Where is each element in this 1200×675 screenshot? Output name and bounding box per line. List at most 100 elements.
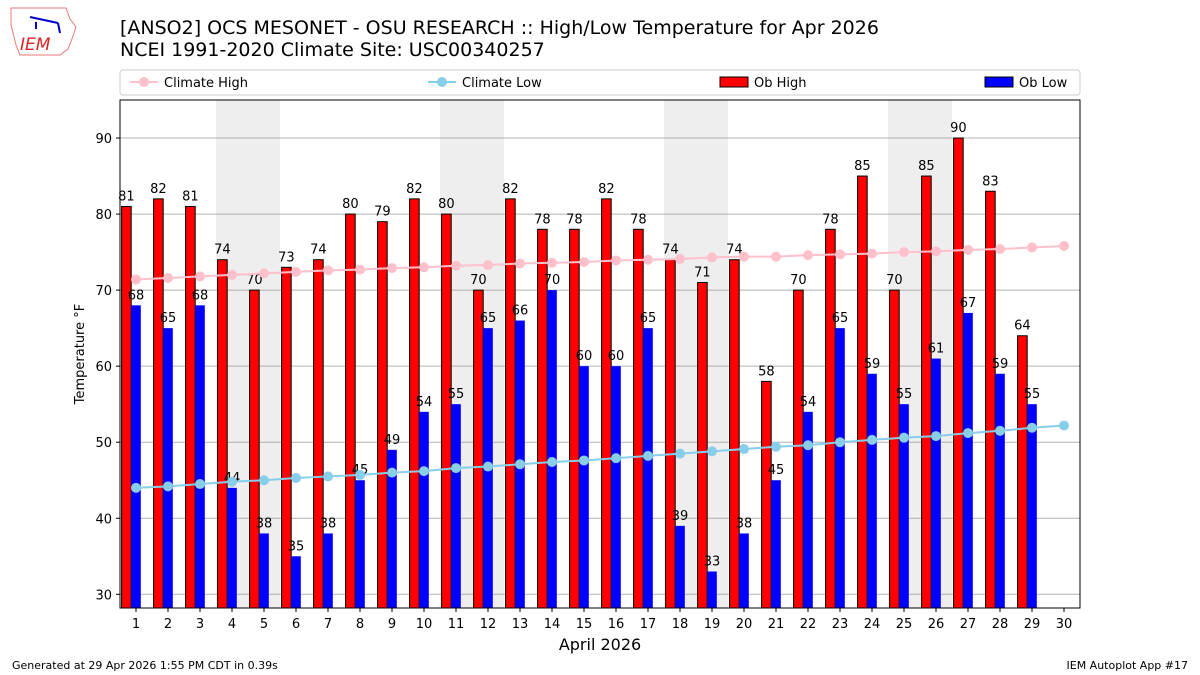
climate-low-point	[803, 440, 813, 451]
x-tick-label: 29	[1024, 617, 1041, 632]
x-tick-label: 27	[960, 617, 977, 632]
climate-low-point	[931, 431, 941, 442]
ob-high-bar	[921, 175, 932, 609]
ob-low-label: 65	[640, 311, 657, 326]
ob-high-bar	[153, 198, 164, 609]
climate-high-point	[195, 271, 205, 282]
ob-low-bar	[547, 290, 557, 608]
ob-low-label: 38	[320, 516, 337, 531]
ob-low-label: 33	[704, 554, 721, 569]
climate-high-point	[387, 263, 397, 274]
x-tick-label: 14	[544, 617, 561, 632]
footer-generated: Generated at 29 Apr 2026 1:55 PM CDT in …	[12, 659, 278, 672]
ob-low-bar	[835, 328, 845, 608]
climate-high-point	[707, 252, 717, 263]
ob-high-label: 74	[726, 243, 743, 258]
x-tick-label: 28	[992, 617, 1009, 632]
x-tick-label: 12	[480, 617, 497, 632]
ob-high-label: 70	[470, 273, 487, 288]
title-line1: [ANSO2] OCS MESONET - OSU RESEARCH :: Hi…	[120, 17, 879, 39]
ob-high-label: 70	[246, 273, 263, 288]
x-tick-label: 21	[768, 617, 785, 632]
ob-high-bar	[857, 175, 868, 609]
climate-low-point	[995, 425, 1005, 436]
ob-low-label: 45	[768, 463, 785, 478]
ob-low-bar	[995, 373, 1005, 608]
legend-swatch	[984, 76, 1014, 88]
legend-marker	[437, 77, 447, 87]
ob-low-label: 68	[192, 288, 209, 303]
climate-low-point	[675, 448, 685, 459]
ob-low-bar	[1027, 404, 1037, 608]
ob-low-bar	[803, 411, 813, 608]
ob-high-label: 78	[534, 212, 551, 227]
x-tick-label: 2	[164, 617, 172, 632]
climate-high-point	[899, 247, 909, 258]
ob-low-bar	[579, 366, 589, 608]
ob-high-label: 80	[342, 197, 359, 212]
ob-high-label: 73	[278, 250, 295, 265]
ob-low-label: 38	[256, 516, 273, 531]
ob-high-label: 74	[662, 243, 679, 258]
x-tick-label: 3	[196, 617, 204, 632]
climate-high-point	[579, 256, 589, 267]
climate-low-point	[611, 453, 621, 464]
climate-low-point	[771, 441, 781, 452]
ob-high-bar	[281, 266, 292, 609]
climate-high-point	[867, 248, 877, 259]
ob-high-bar	[1017, 335, 1028, 609]
climate-high-point	[291, 266, 301, 277]
climate-low-point	[259, 475, 269, 486]
x-axis-label: April 2026	[559, 635, 641, 654]
y-tick-label: 70	[95, 284, 112, 299]
ob-low-bar	[643, 328, 653, 608]
ob-low-bar	[867, 373, 877, 608]
climate-low-point	[739, 444, 749, 455]
x-tick-label: 22	[800, 617, 817, 632]
climate-low-point	[419, 466, 429, 477]
y-tick-label: 30	[95, 588, 112, 603]
ob-low-label: 60	[608, 349, 625, 364]
x-tick-label: 15	[576, 617, 593, 632]
ob-high-bar	[217, 259, 228, 609]
legend-label: Climate High	[164, 76, 248, 91]
x-tick-label: 24	[864, 617, 881, 632]
x-tick-label: 7	[324, 617, 332, 632]
ob-low-label: 59	[864, 357, 881, 372]
climate-low-point	[323, 471, 333, 482]
climate-low-point	[707, 446, 717, 457]
x-tick-label: 20	[736, 617, 753, 632]
x-tick-label: 8	[356, 617, 364, 632]
ob-low-label: 54	[416, 395, 433, 410]
ob-low-label: 55	[896, 387, 913, 402]
ob-high-label: 58	[758, 364, 775, 379]
ob-high-bar	[729, 259, 740, 609]
ob-low-bar	[259, 533, 269, 608]
ob-high-bar	[761, 380, 772, 609]
climate-high-point	[259, 268, 269, 279]
ob-high-label: 71	[694, 266, 711, 281]
ob-low-bar	[355, 480, 365, 608]
ob-high-label: 90	[950, 121, 967, 136]
ob-high-label: 74	[214, 243, 231, 258]
ob-high-label: 85	[854, 159, 871, 174]
ob-low-bar	[739, 533, 749, 608]
ob-low-bar	[675, 525, 685, 608]
ob-low-label: 38	[736, 516, 753, 531]
ob-high-bar	[953, 137, 964, 609]
ob-low-bar	[227, 487, 237, 608]
climate-low-point	[899, 432, 909, 443]
ob-high-bar	[665, 259, 676, 609]
climate-high-point	[675, 253, 685, 264]
climate-high-point	[803, 250, 813, 261]
climate-low-point	[547, 456, 557, 467]
ob-low-label: 67	[960, 296, 977, 311]
climate-low-point	[1027, 422, 1037, 433]
plot-frame	[119, 99, 1081, 609]
ob-high-bar	[569, 228, 580, 609]
ob-high-label: 81	[182, 189, 199, 204]
footer-app: IEM Autoplot App #17	[1066, 659, 1189, 672]
ob-high-bar	[377, 221, 388, 609]
climate-high-point	[451, 260, 461, 271]
